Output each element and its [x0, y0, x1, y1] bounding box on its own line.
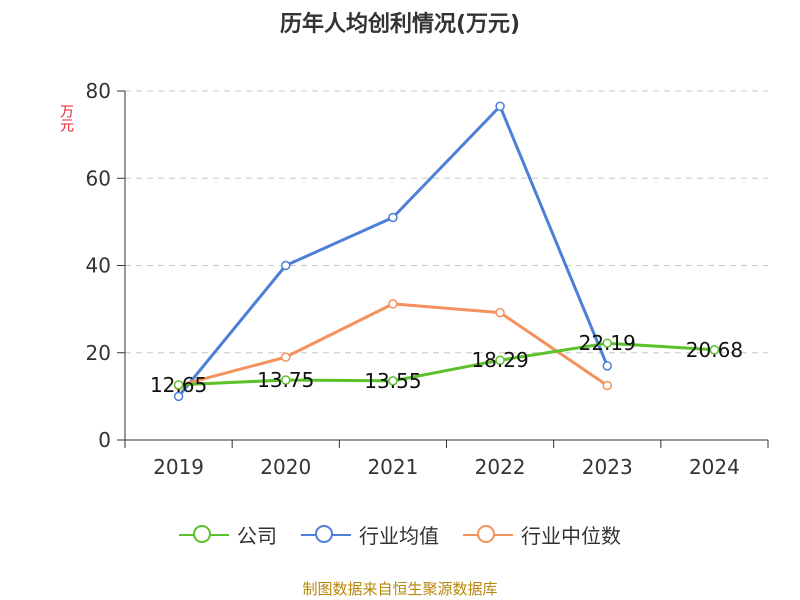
y-tick-label: 0 — [98, 428, 111, 452]
data-point-2 — [602, 380, 612, 391]
data-label: 18.29 — [471, 348, 528, 372]
data-point-1 — [602, 361, 612, 371]
legend-marker-company — [179, 523, 229, 547]
legend-marker-industry-median — [463, 523, 513, 547]
y-tick-label: 20 — [86, 341, 111, 365]
data-point-1 — [495, 101, 505, 112]
series-line-0 — [178, 341, 715, 387]
legend-label-industry-mean: 行业均值 — [359, 524, 439, 548]
data-point-0 — [281, 375, 291, 385]
x-tick-label: 2022 — [475, 455, 526, 479]
line-chart: 0 20 40 60 80 2019 2020 2021 2022 2023 2024 12.65 13… — [86, 79, 769, 479]
data-label: 20.68 — [686, 338, 743, 362]
legend: 公司 行业均值 行业中位数 — [0, 520, 800, 549]
legend-label-company: 公司 — [237, 524, 277, 548]
data-point-1 — [281, 260, 291, 271]
data-label: 13.75 — [257, 368, 314, 392]
data-point-0 — [602, 338, 612, 348]
data-point-0 — [173, 380, 184, 390]
data-point-2 — [388, 299, 398, 309]
x-tick-label: 2024 — [689, 455, 740, 479]
data-point-1 — [388, 212, 398, 223]
y-axis-label: 万元 — [58, 104, 74, 132]
legend-item-industry-mean[interactable]: 行业均值 — [301, 520, 439, 549]
data-label: 13.55 — [364, 369, 421, 393]
data-point-1 — [173, 391, 184, 402]
data-label: 12.65 — [150, 373, 207, 397]
x-tick-label: 2021 — [367, 455, 418, 479]
legend-item-company[interactable]: 公司 — [179, 520, 277, 549]
x-tick-label: 2023 — [582, 455, 633, 479]
data-point-0 — [495, 355, 505, 365]
data-point-0 — [388, 376, 398, 386]
legend-marker-industry-mean — [301, 523, 351, 547]
data-point-2 — [281, 352, 291, 362]
y-tick-label: 60 — [86, 166, 111, 190]
data-point-0 — [709, 345, 720, 355]
y-tick-label: 80 — [86, 79, 111, 103]
data-point-2 — [495, 307, 505, 318]
y-tick-label: 40 — [86, 254, 111, 278]
x-tick-label: 2020 — [260, 455, 311, 479]
data-source-note: 制图数据来自恒生聚源数据库 — [302, 580, 498, 598]
legend-label-industry-median: 行业中位数 — [521, 524, 621, 548]
chart-title: 历年人均创利情况(万元) — [279, 12, 521, 37]
x-tick-label: 2019 — [153, 455, 204, 479]
legend-item-industry-median[interactable]: 行业中位数 — [463, 520, 621, 549]
data-label: 22.19 — [579, 331, 636, 355]
